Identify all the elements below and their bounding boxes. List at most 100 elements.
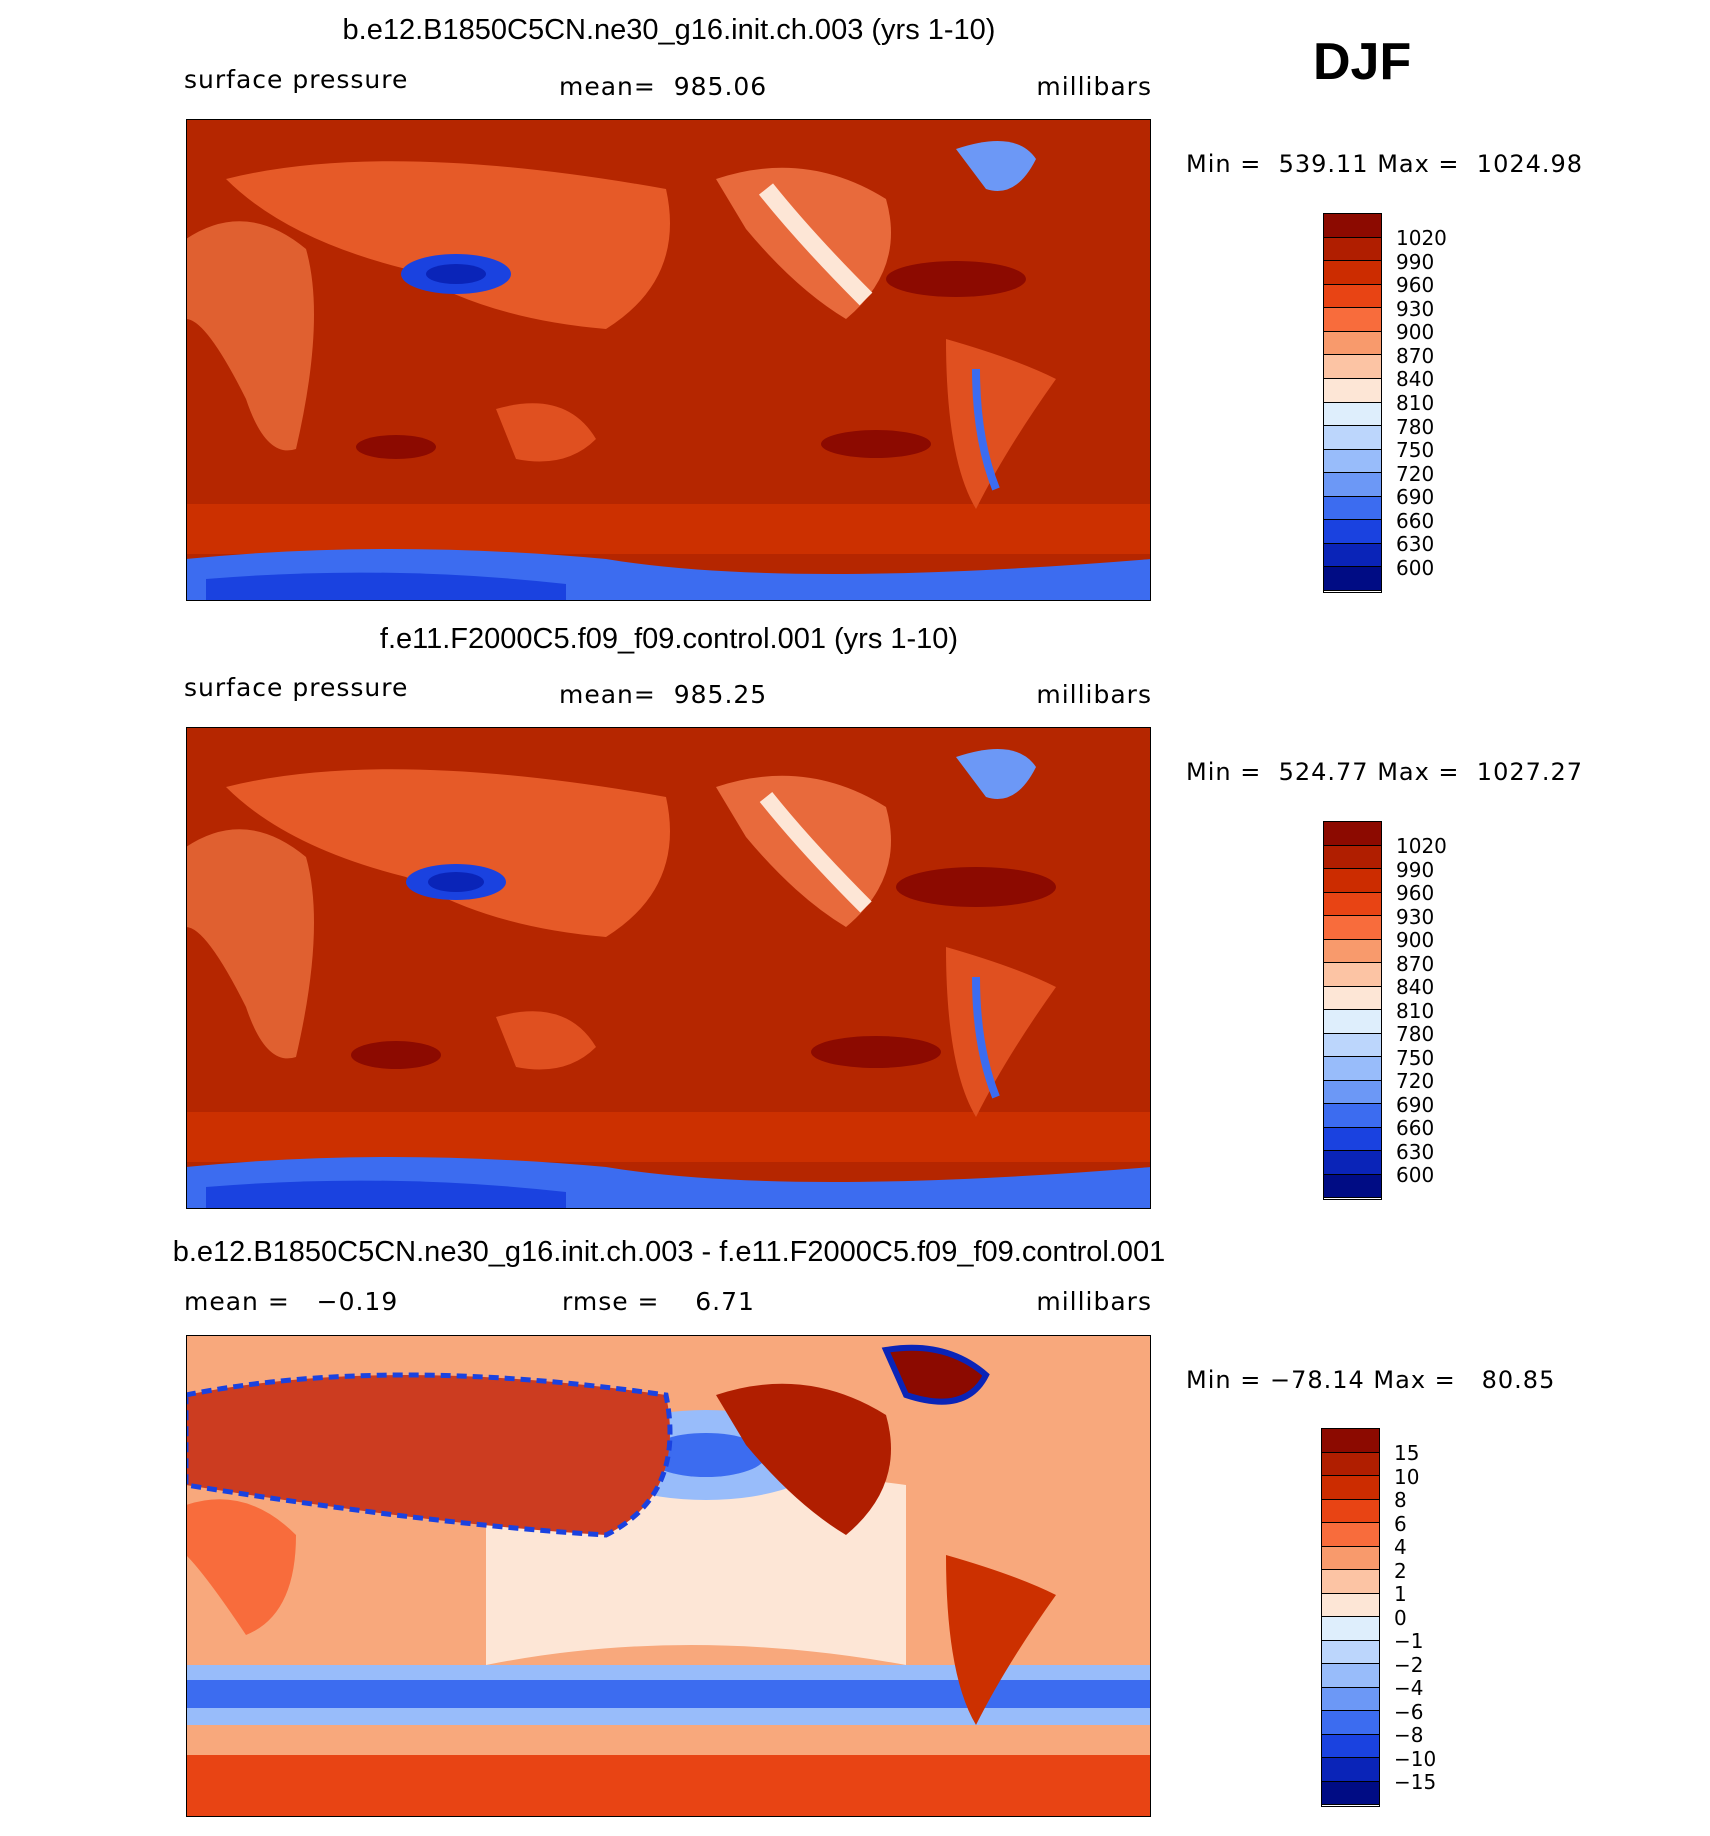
colorbar-box xyxy=(1322,1429,1379,1453)
colorbar-label: 870 xyxy=(1396,343,1435,368)
colorbar-label: 720 xyxy=(1396,461,1435,486)
colorbar-label: 930 xyxy=(1396,904,1435,929)
colorbar-label: 1 xyxy=(1394,1582,1407,1606)
min-max: Min = 524.77 Max = 1027.27 xyxy=(1186,758,1584,786)
colorbar-box xyxy=(1324,963,1381,987)
colorbar-box xyxy=(1322,1711,1379,1735)
panel-right: millibars xyxy=(1036,680,1152,709)
colorbar-box xyxy=(1324,845,1381,869)
colorbar-box xyxy=(1324,892,1381,916)
colorbar-label: 750 xyxy=(1396,1045,1435,1070)
colorbar-label: 660 xyxy=(1396,508,1435,533)
panel-left: surface pressure xyxy=(184,65,409,94)
colorbar-box xyxy=(1324,1057,1381,1081)
colorbar-label: −4 xyxy=(1394,1676,1424,1700)
panel-title: f.e11.F2000C5.f09_f09.control.001 (yrs 1… xyxy=(379,623,959,655)
colorbar-box xyxy=(1322,1664,1379,1688)
colorbar-label: −1 xyxy=(1394,1629,1424,1653)
colorbar-label: 870 xyxy=(1396,951,1435,976)
colorbar-box xyxy=(1324,426,1381,450)
colorbar-box xyxy=(1324,237,1381,262)
colorbar-label: 810 xyxy=(1396,391,1435,415)
colorbar-label: −6 xyxy=(1394,1699,1424,1724)
colorbar-box xyxy=(1324,822,1381,846)
colorbar-label: 4 xyxy=(1394,1535,1407,1559)
colorbar-label: 600 xyxy=(1396,555,1435,580)
colorbar-box xyxy=(1322,1593,1379,1617)
colorbar-box xyxy=(1324,496,1381,521)
colorbar-box xyxy=(1324,939,1381,963)
panel-center: mean= 985.25 xyxy=(559,680,768,709)
colorbar-label: 900 xyxy=(1396,928,1435,952)
season-label: DJF xyxy=(1313,33,1412,91)
colorbar-label: 2 xyxy=(1394,1558,1407,1583)
colorbar-label: 15 xyxy=(1394,1441,1420,1465)
colorbar-box xyxy=(1322,1781,1379,1805)
colorbar-label: 780 xyxy=(1396,1022,1435,1046)
panel-title: b.e12.B1850C5CN.ne30_g16.init.ch.003 (yr… xyxy=(342,14,996,46)
colorbar-label: 0 xyxy=(1394,1605,1407,1630)
colorbar xyxy=(1321,1428,1380,1807)
colorbar-label: 690 xyxy=(1396,1092,1435,1117)
colorbar-label: 840 xyxy=(1396,975,1435,999)
colorbar-box xyxy=(1322,1687,1379,1711)
colorbar-box xyxy=(1324,543,1381,568)
colorbar-label: 750 xyxy=(1396,438,1435,463)
colorbar-box xyxy=(1324,1033,1381,1057)
min-max: Min = 539.11 Max = 1024.98 xyxy=(1186,150,1584,178)
colorbar-box xyxy=(1322,1640,1379,1664)
colorbar-label: 600 xyxy=(1396,1163,1435,1187)
colorbar-box xyxy=(1324,308,1381,332)
colorbar-box xyxy=(1322,1734,1379,1758)
colorbar-box xyxy=(1324,1174,1381,1198)
colorbar-box xyxy=(1324,520,1381,544)
colorbar-box xyxy=(1324,986,1381,1010)
pressure-map xyxy=(186,119,1151,601)
panel-center: rmse = 6.71 xyxy=(562,1287,755,1316)
colorbar-box xyxy=(1324,1151,1381,1175)
colorbar-box xyxy=(1322,1499,1379,1523)
colorbar-label: 8 xyxy=(1394,1488,1407,1512)
colorbar-label: 6 xyxy=(1394,1511,1407,1536)
colorbar-box xyxy=(1324,214,1381,238)
difference-map xyxy=(186,1335,1151,1817)
colorbar-box xyxy=(1324,331,1381,356)
colorbar-box xyxy=(1324,284,1381,309)
panel-right: millibars xyxy=(1036,1287,1152,1316)
colorbar-box xyxy=(1322,1570,1379,1594)
colorbar-box xyxy=(1324,916,1381,940)
colorbar-label: 1020 xyxy=(1396,226,1447,251)
colorbar-box xyxy=(1324,378,1381,403)
colorbar-label: 660 xyxy=(1396,1116,1435,1140)
colorbar-label: 990 xyxy=(1396,249,1435,274)
panel-left: surface pressure xyxy=(184,673,409,702)
colorbar-box xyxy=(1322,1476,1379,1500)
colorbar-box xyxy=(1324,1010,1381,1034)
colorbar-box xyxy=(1324,567,1381,591)
colorbar-label: 960 xyxy=(1396,881,1435,905)
colorbar-label: 10 xyxy=(1394,1464,1420,1489)
colorbar-box xyxy=(1324,1104,1381,1128)
colorbar-label: 990 xyxy=(1396,857,1435,882)
colorbar-label: 630 xyxy=(1396,532,1435,557)
colorbar xyxy=(1323,213,1382,593)
colorbar-label: 1020 xyxy=(1396,834,1447,858)
colorbar-box xyxy=(1322,1523,1379,1547)
colorbar-box xyxy=(1324,869,1381,893)
colorbar-label: 780 xyxy=(1396,414,1435,439)
colorbar-label: 630 xyxy=(1396,1139,1435,1164)
panel-title: b.e12.B1850C5CN.ne30_g16.init.ch.003 - f… xyxy=(172,1236,1166,1268)
colorbar-label: 960 xyxy=(1396,273,1435,298)
colorbar-label: −2 xyxy=(1394,1652,1424,1677)
panel-left: mean = −0.19 xyxy=(184,1287,399,1316)
panel-right: millibars xyxy=(1036,72,1152,101)
colorbar-box xyxy=(1324,1127,1381,1151)
colorbar-box xyxy=(1324,355,1381,379)
colorbar-label: 810 xyxy=(1396,998,1435,1023)
colorbar-box xyxy=(1322,1452,1379,1476)
colorbar-box xyxy=(1322,1617,1379,1641)
colorbar xyxy=(1323,821,1382,1200)
colorbar-label: 720 xyxy=(1396,1069,1435,1093)
min-max: Min = −78.14 Max = 80.85 xyxy=(1186,1366,1556,1394)
